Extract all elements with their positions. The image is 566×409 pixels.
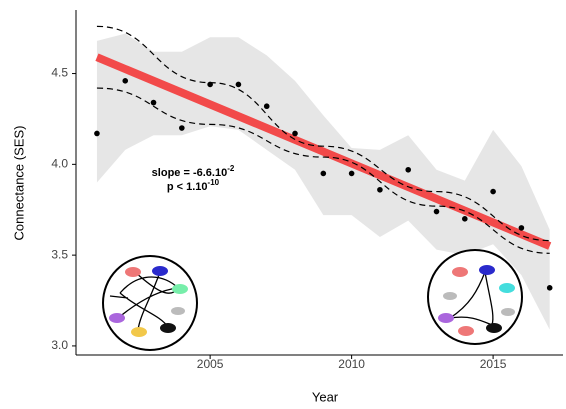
x-tick-label: 2015 — [480, 357, 507, 371]
confidence-line — [96, 87, 550, 254]
data-point — [235, 81, 242, 88]
plot-area: 3.0 3.5 4.0 4.5 2005 2010 2015 — [51, 10, 563, 371]
data-point — [377, 186, 383, 193]
regression-line — [95, 53, 552, 250]
network-icon-right — [427, 249, 523, 345]
data-point — [122, 78, 129, 84]
data-point — [405, 166, 412, 173]
annotation-superscript: -10 — [208, 178, 220, 187]
data-point — [546, 285, 553, 291]
annotation: p < 1.10-10 — [167, 178, 220, 193]
data-point — [518, 225, 525, 231]
data-point — [94, 130, 100, 137]
x-tick-label: 2010 — [338, 357, 365, 371]
y-axis-label: Connectance (SES) — [11, 126, 26, 241]
data-point — [320, 170, 327, 177]
y-tick-label: 3.0 — [51, 338, 68, 352]
data-point — [263, 103, 270, 110]
annotation-text: slope = -6.6.10 — [152, 167, 228, 179]
data-point — [292, 130, 298, 137]
y-tick-label: 3.5 — [51, 247, 68, 261]
confidence-line — [96, 25, 550, 242]
x-tick-label: 2005 — [197, 357, 224, 371]
y-tick-label: 4.0 — [51, 157, 68, 171]
data-point — [433, 208, 440, 215]
data-point — [207, 81, 213, 88]
data-point — [462, 216, 468, 222]
data-point — [150, 99, 157, 106]
annotation-superscript: -2 — [227, 164, 235, 173]
annotation: slope = -6.6.10-2 — [152, 164, 235, 179]
data-point — [348, 170, 355, 177]
annotation-text: p < 1.10 — [167, 181, 208, 193]
x-axis-label: Year — [312, 389, 339, 404]
data-point — [490, 188, 496, 195]
y-tick-label: 4.5 — [51, 66, 68, 80]
network-icon-left — [102, 255, 198, 351]
data-point — [179, 125, 185, 131]
